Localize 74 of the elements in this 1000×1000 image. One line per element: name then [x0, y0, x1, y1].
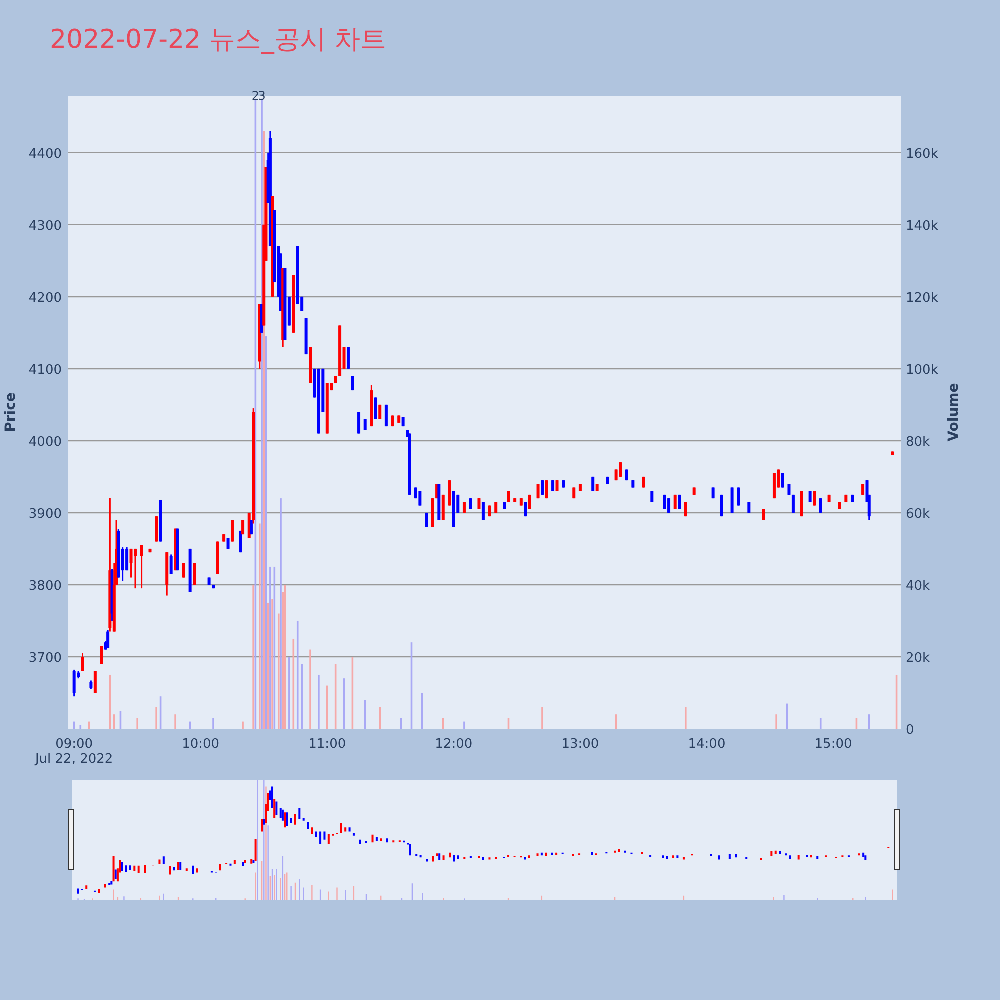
candlestick: [674, 494, 677, 510]
candlestick: [126, 546, 129, 572]
candlestick: [678, 494, 682, 510]
candlestick: [106, 630, 110, 650]
candlestick: [748, 501, 751, 514]
x-tick-label: 15:00: [814, 737, 852, 752]
y-tick-label: 3700: [28, 650, 62, 666]
candlestick: [462, 501, 466, 514]
candlestick: [536, 483, 540, 500]
candlestick: [358, 411, 361, 434]
candlestick: [378, 404, 382, 420]
candlestick: [193, 562, 196, 586]
y-tick-label: 4400: [28, 146, 62, 162]
candlestick: [94, 670, 97, 694]
y2-tick-label: 60k: [906, 506, 931, 522]
candlestick: [226, 537, 230, 550]
y-tick-label: 4200: [28, 290, 62, 306]
text: Jul 22, 2022: [34, 752, 114, 767]
x-tick-label: 13:00: [562, 737, 600, 752]
candlestick: [494, 501, 498, 514]
candlestick: [374, 396, 378, 420]
candlestick: [182, 562, 186, 579]
candlestick: [250, 519, 253, 536]
candlestick: [242, 519, 245, 536]
y2-tick-label: 0: [906, 723, 914, 738]
y2-tick-label: 160k: [906, 146, 939, 162]
candlestick: [72, 669, 76, 698]
y-tick-label: 3900: [28, 506, 62, 522]
candlestick: [788, 483, 791, 496]
y-axis-title: Price: [3, 392, 19, 432]
candlestick: [862, 483, 865, 496]
candlestick: [592, 476, 595, 492]
candlestick: [524, 501, 528, 518]
candlestick: [781, 472, 784, 489]
y2-tick-label: 80k: [906, 434, 931, 450]
y-tick-label: 3800: [28, 578, 62, 594]
candlestick: [81, 652, 84, 672]
y2-axis-title: Volume: [946, 383, 962, 442]
annotation: 2: [252, 89, 260, 103]
candlestick: [469, 498, 472, 510]
candlestick: [552, 480, 555, 492]
x-tick-label: 12:00: [435, 737, 473, 752]
x-tick-label: 09:00: [56, 737, 94, 752]
y2-tick-label: 120k: [906, 290, 939, 306]
candlestick: [170, 554, 173, 575]
candlestick: [792, 494, 795, 514]
candlestick: [140, 544, 144, 590]
y-tick-label: 4300: [28, 218, 62, 234]
candlestick: [737, 487, 740, 507]
candlestick: [668, 498, 671, 514]
x-tick-label: 14:00: [688, 737, 726, 752]
candlestick: [619, 462, 622, 478]
y-tick-label: 4100: [28, 362, 62, 378]
candlestick: [813, 490, 816, 507]
candlestick: [684, 501, 688, 518]
candlestick: [134, 548, 137, 590]
x-tick-label: 10:00: [182, 737, 220, 752]
candlestick: [351, 375, 354, 392]
candlestick: [482, 501, 485, 521]
y2-tick-label: 140k: [906, 218, 939, 234]
annotation: 3: [258, 89, 266, 103]
candlestick: [545, 480, 548, 500]
candlestick: [418, 490, 422, 507]
x-tick-label: 11:00: [308, 737, 346, 752]
candlestick: [528, 494, 532, 510]
candlestick: [346, 346, 350, 370]
y2-tick-label: 20k: [906, 650, 931, 666]
y-tick-label: 4000: [28, 434, 62, 450]
candlestick: [819, 498, 822, 514]
candlestick: [478, 498, 481, 510]
y2-tick-label: 40k: [906, 578, 931, 594]
candlestick: [663, 494, 666, 510]
chart-title: 2022-07-22 뉴스_공시 차트: [50, 25, 387, 55]
y2-tick-label: 100k: [906, 362, 939, 378]
